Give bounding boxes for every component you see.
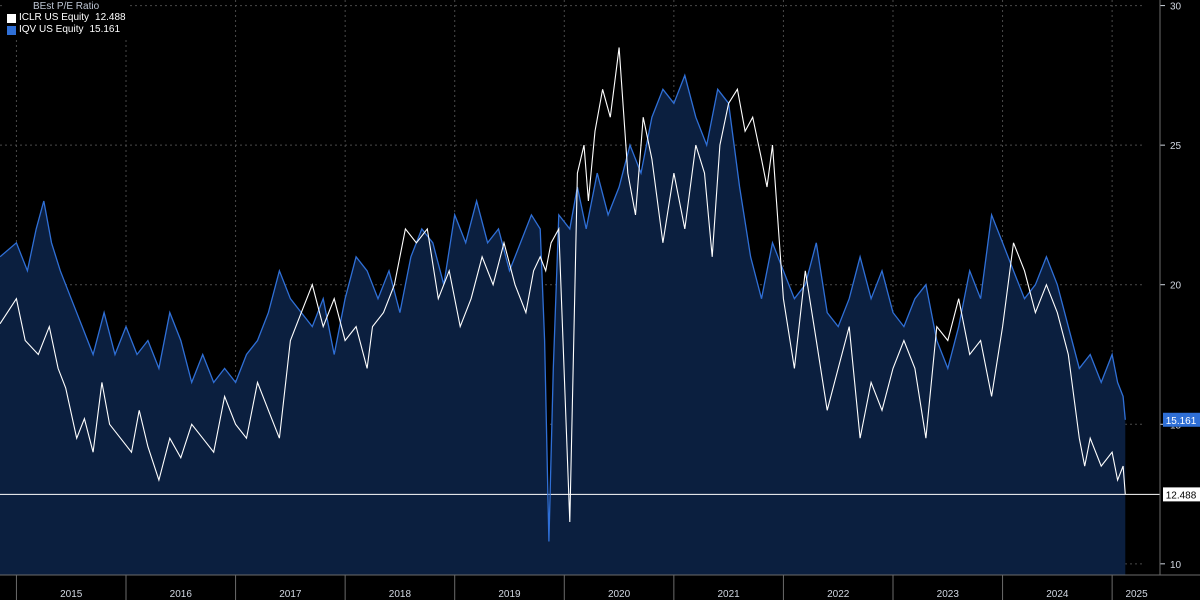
series-line-iclr bbox=[0, 47, 1126, 523]
y-tick-label-25: 25 bbox=[1170, 141, 1182, 152]
x-tick-label-2025: 2025 bbox=[1125, 589, 1148, 600]
x-tick-label-2021: 2021 bbox=[718, 589, 741, 600]
x-tick-label-2018: 2018 bbox=[389, 589, 412, 600]
x-tick-label-2023: 2023 bbox=[937, 589, 960, 600]
x-tick-label-2015: 2015 bbox=[60, 589, 83, 600]
x-tick-label-2019: 2019 bbox=[498, 589, 521, 600]
legend-label-iclr: ICLR US Equity bbox=[19, 12, 90, 23]
x-tick-label-2024: 2024 bbox=[1046, 589, 1069, 600]
legend-swatch-iqv bbox=[7, 25, 16, 35]
y-tick-label-30: 30 bbox=[1170, 2, 1182, 13]
legend-swatch-iclr bbox=[7, 13, 16, 23]
legend-item-iclr: ICLR US Equity 12.488 bbox=[7, 12, 126, 24]
value-flag-iclr-text: 12.488 bbox=[1166, 490, 1197, 501]
legend-value-iclr: 12.488 bbox=[95, 12, 126, 23]
x-tick-label-2020: 2020 bbox=[608, 589, 631, 600]
x-tick-label-2016: 2016 bbox=[170, 589, 193, 600]
value-flag-iqv-bg bbox=[1163, 412, 1200, 427]
x-tick-label-2022: 2022 bbox=[827, 589, 850, 600]
series-line-iqv bbox=[0, 73, 1126, 542]
legend-item-iqv: IQV US Equity 15.161 bbox=[7, 24, 126, 36]
y-tick-label-10: 10 bbox=[1170, 560, 1182, 571]
value-flag-iclr-bg bbox=[1163, 487, 1200, 502]
legend-label-iqv: IQV US Equity bbox=[19, 24, 84, 35]
y-tick-label-20: 20 bbox=[1170, 281, 1182, 292]
chart-title: BEst P/E Ratio bbox=[33, 1, 100, 12]
x-tick-label-2017: 2017 bbox=[279, 589, 302, 600]
series-layer bbox=[0, 47, 1160, 576]
legend-value-iqv: 15.161 bbox=[89, 24, 121, 35]
value-flag-iqv-text: 15.161 bbox=[1166, 416, 1197, 427]
legend: BEst P/E Ratio ICLR US Equity 12.488 IQV… bbox=[4, 0, 129, 38]
value-flags: 15.161 12.488 bbox=[1163, 412, 1200, 502]
